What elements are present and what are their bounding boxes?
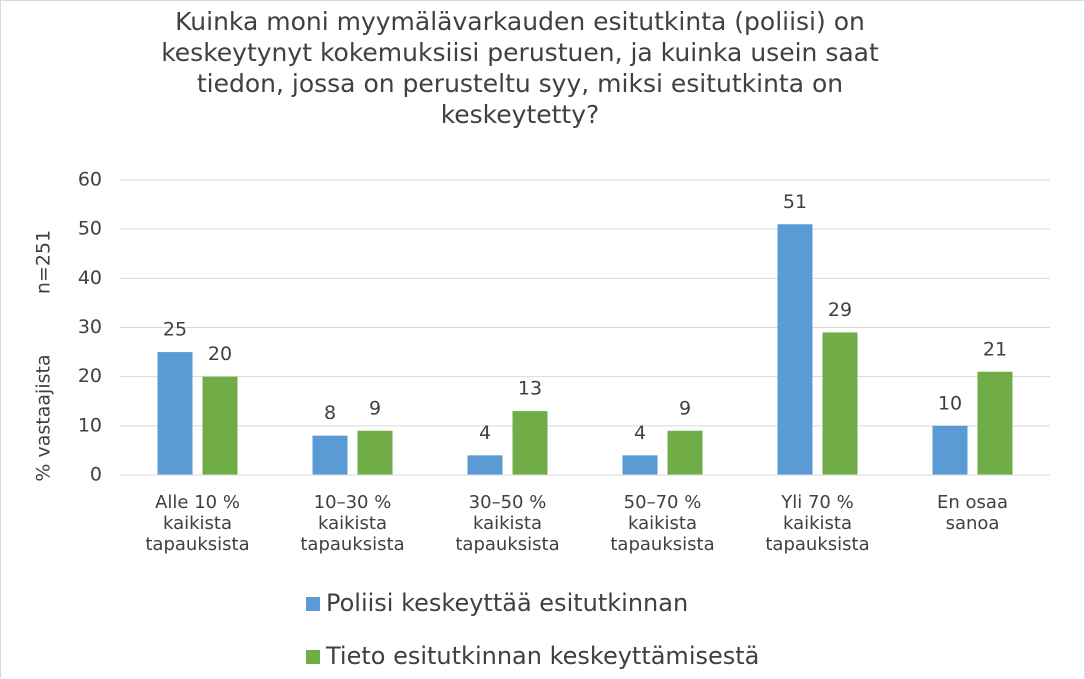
annotation: n=251: [33, 230, 55, 294]
y-tick-label: 10: [78, 414, 102, 436]
bar: [822, 332, 858, 475]
bar: [622, 455, 658, 475]
legend-label: Poliisi keskeyttää esitutkinnan: [326, 589, 688, 617]
x-tick-label: 30–50 % kaikista tapauksista: [455, 492, 560, 555]
data-label: 13: [518, 378, 542, 400]
legend-swatch: [306, 650, 320, 664]
data-label: 25: [163, 319, 187, 341]
data-label: 51: [783, 191, 807, 213]
y-tick-label: 20: [78, 365, 102, 387]
data-label: 9: [369, 397, 381, 419]
bar: [667, 430, 703, 475]
data-label: 9: [679, 397, 691, 419]
bar: [467, 455, 503, 475]
bar: [932, 425, 968, 475]
x-tick-label: Alle 10 % kaikista tapauksista: [145, 492, 250, 555]
bar: [202, 376, 238, 475]
y-tick-label: 30: [78, 316, 102, 338]
legend-swatch: [306, 597, 320, 611]
x-tick-label: 50–70 % kaikista tapauksista: [610, 492, 715, 555]
y-tick-label: 60: [78, 169, 102, 191]
data-label: 4: [634, 422, 646, 444]
bar: [777, 224, 813, 475]
bar: [512, 411, 548, 475]
x-tick-label: En osaa sanoa: [937, 492, 1008, 534]
data-label: 10: [938, 392, 962, 414]
data-label: 29: [828, 299, 852, 321]
bar: [157, 352, 193, 475]
bar: [312, 435, 348, 475]
data-label: 21: [983, 338, 1007, 360]
data-label: 4: [479, 422, 491, 444]
chart-title: Kuinka moni myymälävarkauden esitutkinta…: [161, 7, 879, 129]
y-axis-label: % vastaajista: [33, 354, 55, 481]
data-label: 8: [324, 402, 336, 424]
bar: [977, 371, 1013, 475]
y-tick-label: 50: [78, 218, 102, 240]
x-tick-label: 10–30 % kaikista tapauksista: [300, 492, 405, 555]
y-tick-label: 40: [78, 267, 102, 289]
data-label: 20: [208, 343, 232, 365]
y-tick-label: 0: [90, 464, 102, 486]
x-tick-label: Yli 70 % kaikista tapauksista: [765, 492, 870, 555]
bar: [357, 430, 393, 475]
legend-label: Tieto esitutkinnan keskeyttämisestä: [325, 642, 759, 670]
